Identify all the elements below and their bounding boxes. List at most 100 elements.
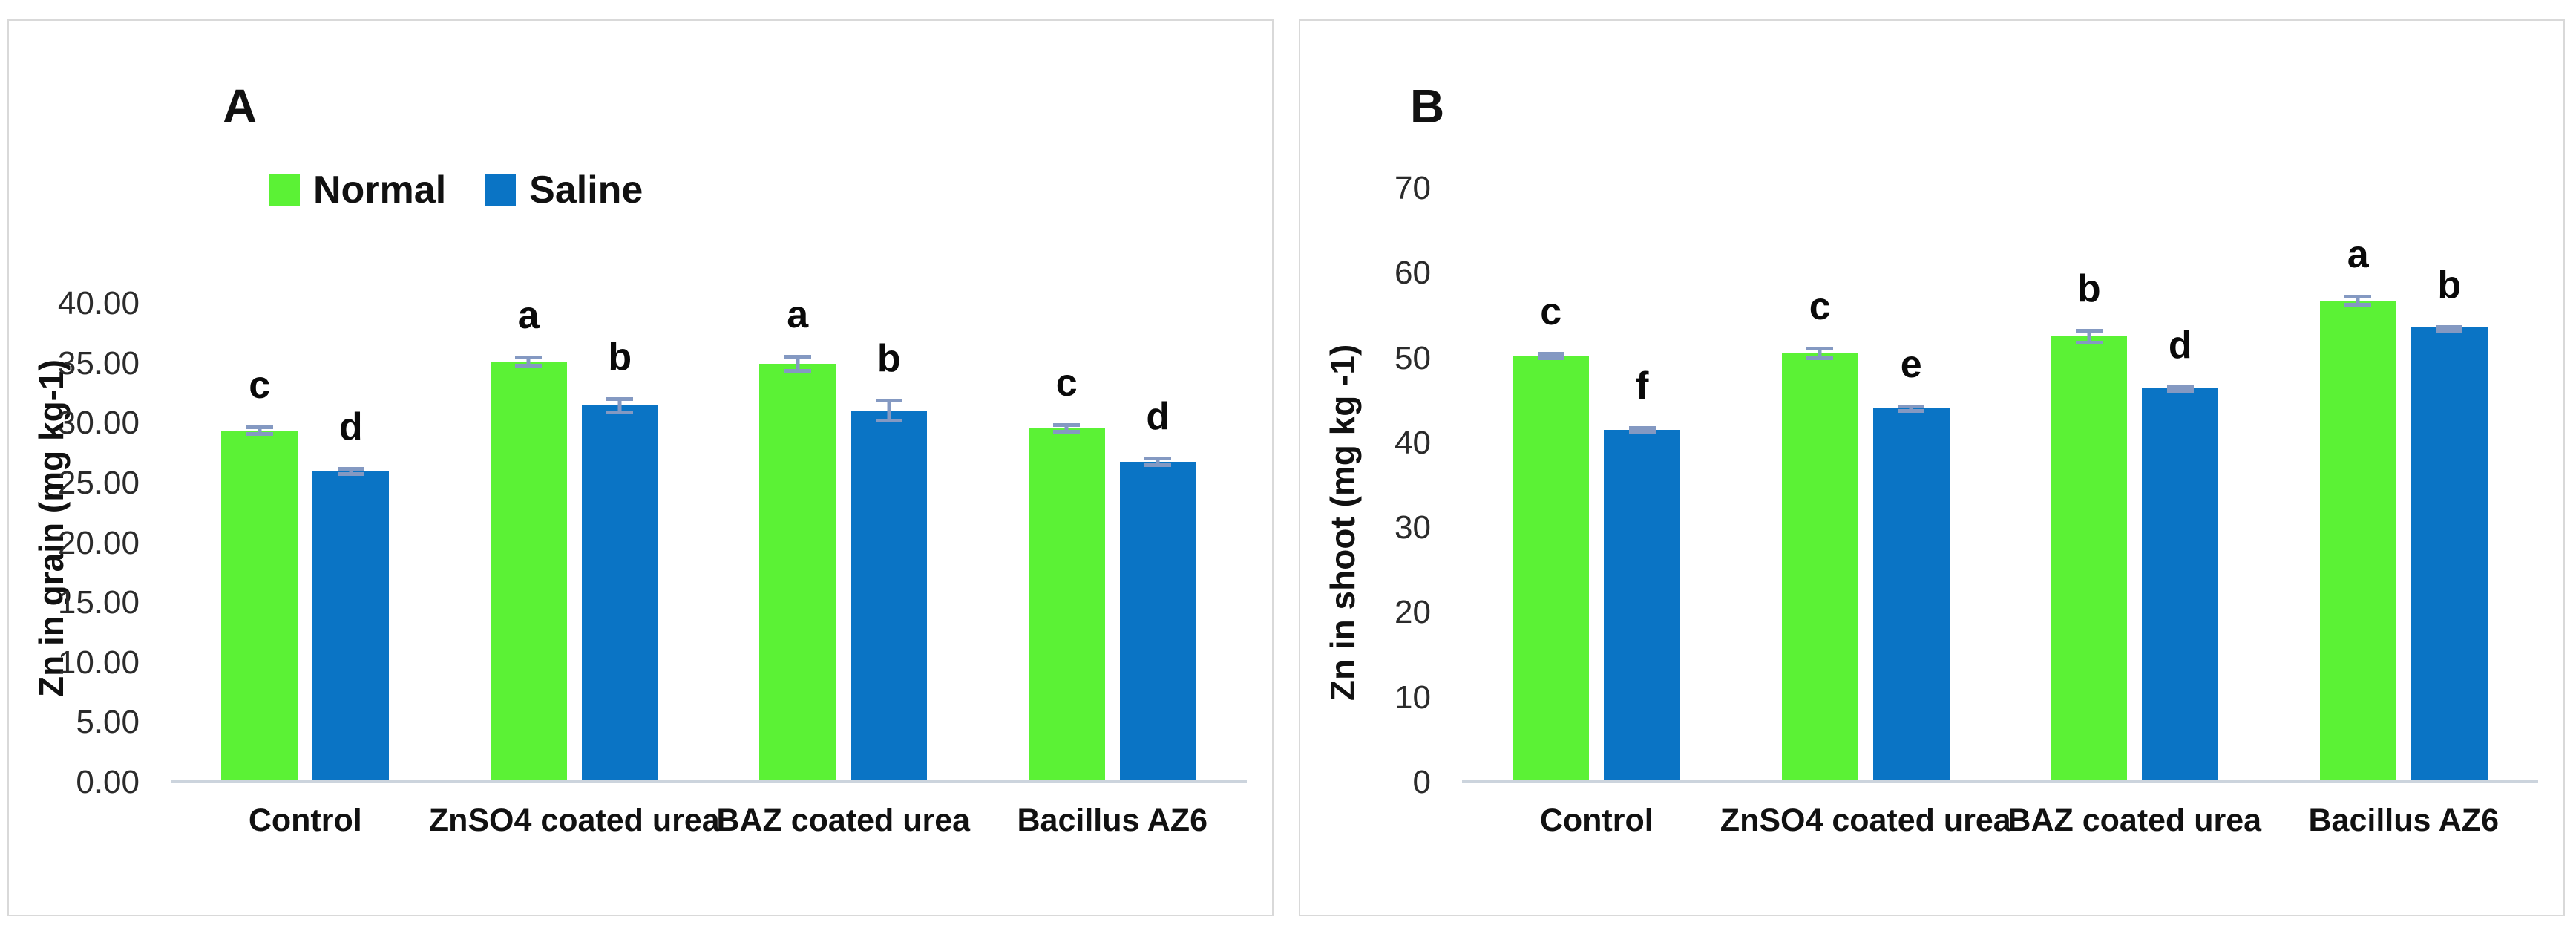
bar-normal-baz-coated-urea: a	[759, 295, 836, 780]
y-tick-label: 10	[1394, 679, 1431, 716]
error-bar	[2344, 295, 2372, 307]
panel-a: A Normal Saline Zn in grain (mg kg-1) 0.…	[7, 19, 1274, 916]
y-tick-label: 35.00	[57, 344, 140, 382]
bar-fill	[851, 410, 928, 780]
significance-letter: e	[1900, 342, 1922, 386]
y-tick-label: 0	[1412, 764, 1431, 800]
category-label: Bacillus AZ6	[2308, 803, 2500, 838]
significance-letter: c	[1055, 361, 1078, 405]
y-tick-label: 20.00	[57, 524, 140, 561]
bar-fill	[759, 363, 836, 780]
bar-group: a b BAZ coated urea	[716, 295, 970, 838]
y-tick-label: 10.00	[57, 644, 140, 681]
error-bar-line	[1156, 460, 1160, 464]
bar-fill	[2142, 388, 2219, 780]
significance-letter: a	[517, 293, 540, 337]
significance-letter: c	[1540, 290, 1562, 333]
error-bar	[1628, 426, 1656, 434]
legend-label-normal: Normal	[313, 169, 447, 212]
error-bar	[875, 398, 902, 422]
bar-saline-bacillus-az6: b	[2411, 266, 2488, 780]
category-label: Control	[248, 803, 362, 838]
y-axis: 0 10 20 30 40 50 60 70	[1300, 170, 1449, 800]
bar-fill	[1781, 353, 1858, 780]
y-tick-label: 40	[1394, 424, 1431, 461]
legend-entry-saline: Saline	[485, 168, 643, 212]
bar-fill	[221, 431, 298, 780]
y-tick-label: 70	[1394, 170, 1431, 206]
bar-group: a b Bacillus AZ6	[2309, 235, 2500, 838]
bar-group: b d BAZ coated urea	[2008, 270, 2261, 838]
significance-letter: f	[1636, 365, 1649, 408]
category-label: ZnSO4 coated urea	[428, 803, 720, 838]
significance-letter: a	[787, 293, 809, 336]
bar-group: c f Control	[1513, 293, 1681, 838]
bar-saline-znso4-coated-urea: b	[581, 338, 658, 780]
bar-fill	[2051, 336, 2128, 780]
y-tick-label: 30.00	[57, 405, 140, 442]
y-tick-label: 15.00	[57, 584, 140, 621]
bar-fill	[581, 405, 658, 780]
error-bar-line	[1909, 408, 1913, 410]
bar-group: a b ZnSO4 coated urea	[429, 296, 720, 838]
bar-fill	[2411, 327, 2488, 780]
y-tick-label: 20	[1394, 594, 1431, 631]
y-axis: 0.00 5.00 10.00 15.00 20.00 25.00 30.00 35.00 40…	[9, 285, 157, 800]
legend: Normal Saline	[269, 168, 643, 212]
significance-letter: c	[249, 363, 271, 407]
significance-letter: d	[1146, 394, 1170, 438]
error-bar-line	[2356, 298, 2360, 304]
panel-b-title: B	[1410, 79, 1445, 133]
y-tick-label: 0.00	[76, 764, 140, 800]
error-bar-line	[1818, 350, 1822, 357]
bar-normal-bacillus-az6: c	[1028, 364, 1105, 780]
category-label: BAZ coated urea	[716, 803, 971, 838]
error-bar	[784, 354, 811, 373]
bar-normal-znso4-coated-urea: a	[490, 296, 567, 780]
bar-normal-baz-coated-urea: b	[2051, 270, 2128, 780]
bar-fill	[1119, 462, 1196, 780]
category-label: ZnSO4 coated urea	[1720, 803, 2011, 838]
error-bar	[2075, 329, 2103, 344]
error-bar	[1053, 422, 1081, 434]
significance-letter: d	[2168, 324, 2192, 367]
error-bar	[2436, 325, 2463, 333]
legend-swatch-normal	[269, 174, 300, 206]
bar-group: c d Bacillus AZ6	[1017, 364, 1208, 838]
category-label: BAZ coated urea	[2008, 803, 2262, 838]
error-bar	[246, 425, 273, 437]
error-bar-line	[526, 359, 531, 364]
bar-fill	[1513, 356, 1590, 780]
error-bar	[1806, 347, 1834, 361]
error-bar-line	[796, 358, 800, 369]
y-tick-label: 40.00	[57, 285, 140, 321]
bar-group: c e ZnSO4 coated urea	[1720, 287, 2011, 838]
significance-letter: c	[1809, 285, 1831, 329]
bar-fill	[2319, 301, 2396, 780]
error-bar	[1537, 351, 1564, 361]
category-label: Bacillus AZ6	[1017, 803, 1208, 838]
error-bar-line	[1064, 426, 1069, 431]
panel-a-title: A	[223, 79, 258, 133]
panel-b: B Zn in shoot (mg kg -1) 0 10 20 30 40 50 60 70…	[1299, 19, 2565, 916]
bar-saline-bacillus-az6: d	[1119, 397, 1196, 780]
bar-normal-control: c	[1513, 293, 1590, 780]
error-bar-line	[617, 401, 622, 411]
y-tick-label: 60	[1394, 255, 1431, 292]
bar-fill	[1604, 430, 1681, 780]
y-tick-label: 25.00	[57, 464, 140, 501]
bar-fill	[490, 361, 567, 780]
bar-fill	[1872, 408, 1950, 780]
error-bar	[515, 355, 543, 368]
bar-fill	[312, 471, 390, 780]
bar-group: c d Control	[221, 366, 390, 838]
